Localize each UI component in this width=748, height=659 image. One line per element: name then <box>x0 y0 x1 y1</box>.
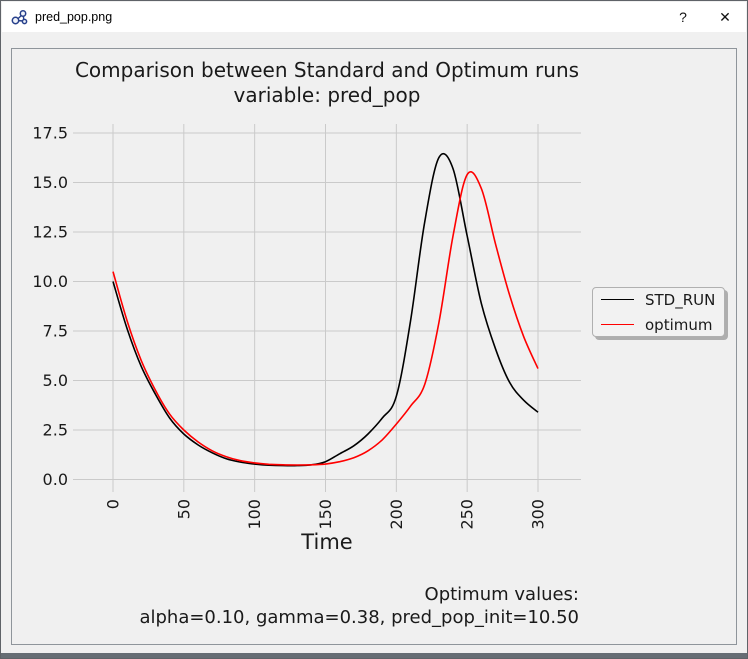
close-button[interactable]: ✕ <box>719 8 731 25</box>
x-tick-label: 250 <box>458 499 477 530</box>
series-line-std_run <box>112 153 539 467</box>
x-axis-label: Time <box>301 530 353 554</box>
y-tick-label: 12.5 <box>32 223 68 242</box>
chart-title-line2: variable: pred_pop <box>233 83 421 107</box>
legend-line-sample <box>601 324 634 325</box>
x-tick-label: 0 <box>104 499 123 509</box>
app-molecule-icon <box>11 9 28 24</box>
y-tick-label: 7.5 <box>43 322 68 341</box>
legend-line-sample <box>601 299 634 300</box>
chart-title-line1: Comparison between Standard and Optimum … <box>74 58 580 82</box>
plot-svg: 0.0 2.5 5.0 7.5 10.0 12.5 15.0 17.5 0 50 100 150 200… <box>32 124 581 530</box>
help-button[interactable]: ? <box>679 9 687 25</box>
legend-label: optimum <box>645 315 713 334</box>
x-tick-label: 200 <box>387 499 406 530</box>
x-tick-label: 100 <box>245 499 264 530</box>
series-line-optimum <box>112 171 539 466</box>
y-tick-label: 5.0 <box>43 371 68 390</box>
window-title: pred_pop.png <box>35 10 113 24</box>
x-tick-label: 300 <box>529 499 548 530</box>
legend-item-std_run: STD_RUN <box>601 291 716 309</box>
optimum-annotation: Optimum values: alpha=0.10, gamma=0.38, … <box>139 583 579 629</box>
figure-canvas: 0.0 2.5 5.0 7.5 10.0 12.5 15.0 17.5 0 50 100 150 200… <box>12 49 736 644</box>
chart-title: Comparison between Standard and Optimum … <box>12 58 642 108</box>
legend-label: STD_RUN <box>645 290 716 309</box>
annotation-line2: alpha=0.10, gamma=0.38, pred_pop_init=10… <box>139 607 579 628</box>
annotation-line1: Optimum values: <box>424 584 579 605</box>
y-tick-label: 15.0 <box>32 173 68 192</box>
x-tick-label: 50 <box>174 499 193 519</box>
background-window-edge <box>1 653 747 658</box>
y-tick-label: 17.5 <box>32 124 68 143</box>
y-tick-label: 0.0 <box>43 470 68 489</box>
y-tick-label: 10.0 <box>32 272 68 291</box>
x-tick-label: 150 <box>316 499 335 530</box>
y-tick-label: 2.5 <box>43 421 68 440</box>
figure-panel: 0.0 2.5 5.0 7.5 10.0 12.5 15.0 17.5 0 50 100 150 200… <box>11 48 737 645</box>
titlebar[interactable]: pred_pop.png ? ✕ <box>2 2 746 32</box>
legend-item-optimum: optimum <box>601 316 716 334</box>
